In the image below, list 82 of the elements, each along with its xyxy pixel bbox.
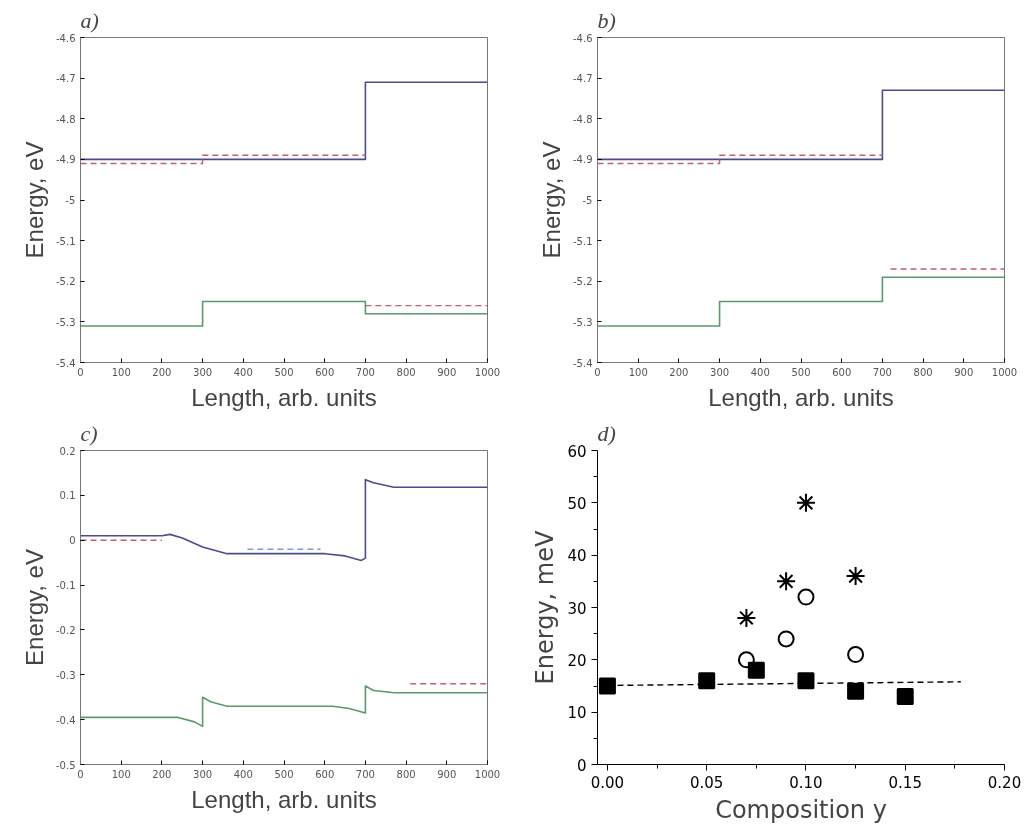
x-tick-label: 0.20: [987, 773, 1022, 792]
y-axis-title: Energy, eV: [537, 141, 565, 259]
x-axis-title: Length, arb. units: [191, 785, 377, 813]
x-tick-label: 300: [193, 768, 213, 780]
y-tick-label: -4.6: [572, 32, 593, 44]
y-tick-label: -5.2: [55, 276, 76, 288]
y-axis-title: Energy, meV: [531, 530, 560, 685]
y-tick-label: -4.9: [55, 154, 76, 166]
y-tick-label: -0.3: [55, 669, 76, 681]
x-tick-label: 500: [791, 366, 811, 378]
y-tick-label: -4.6: [55, 32, 76, 44]
x-tick-label: 300: [193, 366, 213, 378]
x-tick-label: 200: [152, 768, 172, 780]
y-tick-label: -0.4: [55, 714, 76, 726]
y-tick-label: -5.4: [572, 357, 593, 369]
y-tick-label: -4.7: [572, 73, 593, 85]
x-tick-label: 300: [710, 366, 730, 378]
y-tick-label: -5: [582, 195, 593, 206]
x-tick-label: 0: [594, 366, 601, 378]
y-tick-label: 20: [567, 651, 587, 670]
x-tick-label: 700: [355, 768, 375, 780]
x-tick-label: 600: [315, 366, 335, 378]
x-tick-label: 500: [274, 366, 294, 378]
x-tick-label: 100: [111, 768, 131, 780]
y-tick-label: 0.1: [59, 490, 76, 502]
x-tick-label: 0.15: [888, 773, 922, 792]
y-tick-label: -4.8: [572, 113, 593, 125]
x-tick-label: 400: [233, 366, 253, 378]
y-tick-label: -5.4: [55, 357, 76, 369]
x-tick-label: 800: [396, 768, 416, 780]
x-tick-label: 0.05: [690, 773, 724, 792]
y-tick-label: -5.1: [55, 235, 76, 247]
x-tick-label: 700: [355, 366, 375, 378]
x-tick-label: 1000: [474, 366, 501, 378]
x-tick-label: 1000: [474, 768, 501, 780]
y-tick-label: -4.8: [55, 113, 76, 125]
y-tick-label: -5.2: [572, 276, 593, 288]
x-tick-label: 200: [152, 366, 172, 378]
x-tick-label: 200: [669, 366, 689, 378]
y-tick-label: -5.1: [572, 235, 593, 247]
x-tick-label: 900: [437, 366, 457, 378]
x-axis-title: Length, arb. units: [708, 383, 894, 411]
y-tick-label: 50: [567, 494, 587, 513]
x-tick-label: 100: [111, 366, 131, 378]
chart-title: b): [597, 7, 616, 33]
y-tick-label: 30: [567, 599, 587, 618]
y-tick-label: -5.3: [55, 316, 76, 328]
y-tick-label: 0.2: [59, 445, 76, 457]
y-tick-label: 10: [567, 704, 587, 723]
y-tick-label: -4.7: [55, 73, 76, 85]
x-tick-label: 900: [954, 366, 974, 378]
x-axis-title: Composition y: [715, 795, 887, 824]
x-tick-label: 800: [913, 366, 933, 378]
y-axis-title: Energy, eV: [20, 549, 48, 666]
x-axis-title: Length, arb. units: [191, 383, 377, 411]
y-tick-label: -0.2: [55, 624, 76, 636]
x-tick-label: 0: [77, 366, 84, 378]
chart-title: c): [80, 420, 98, 446]
y-tick-label: -5.3: [572, 316, 593, 328]
x-tick-label: 600: [832, 366, 852, 378]
y-axis-title: Energy, eV: [20, 141, 48, 259]
y-tick-label: 60: [567, 442, 587, 461]
chart-title: a): [80, 7, 99, 33]
chart-title: d): [597, 420, 616, 446]
y-tick-label: 40: [567, 547, 587, 566]
y-tick-label: 0: [69, 535, 76, 547]
y-tick-label: -0.1: [55, 580, 76, 592]
x-tick-label: 600: [315, 768, 335, 780]
x-tick-label: 400: [750, 366, 770, 378]
x-tick-label: 900: [437, 768, 457, 780]
x-tick-label: 500: [274, 768, 294, 780]
x-tick-label: 0.10: [789, 773, 823, 792]
y-tick-label: -0.5: [55, 759, 76, 771]
x-tick-label: 700: [872, 366, 892, 378]
x-tick-label: 0.00: [590, 773, 625, 792]
y-tick-label: -4.9: [572, 154, 593, 166]
y-tick-label: -5: [65, 195, 76, 206]
x-tick-label: 800: [396, 366, 416, 378]
x-tick-label: 0: [77, 768, 84, 780]
x-tick-label: 1000: [991, 366, 1018, 378]
x-tick-label: 100: [628, 366, 648, 378]
x-tick-label: 400: [233, 768, 253, 780]
